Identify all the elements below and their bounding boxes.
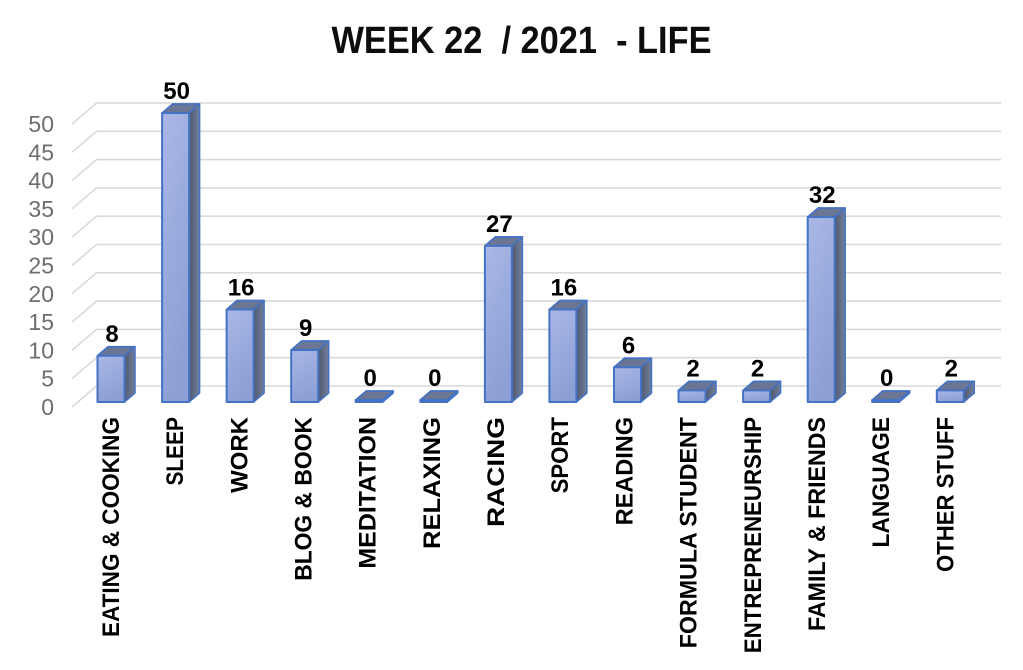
svg-text:6: 6 [622, 332, 635, 359]
svg-text:32: 32 [809, 182, 836, 209]
svg-text:45: 45 [28, 139, 54, 165]
svg-text:27: 27 [486, 211, 513, 238]
svg-text:16: 16 [551, 275, 578, 302]
svg-text:SLEEP: SLEEP [162, 417, 189, 486]
svg-text:30: 30 [28, 224, 54, 250]
svg-text:ENTREPRENEURSHIP: ENTREPRENEURSHIP [740, 417, 767, 653]
svg-text:50: 50 [163, 78, 190, 105]
svg-text:9: 9 [299, 315, 312, 342]
svg-text:FORMULA STUDENT: FORMULA STUDENT [676, 417, 703, 649]
svg-text:0: 0 [364, 365, 377, 392]
svg-text:10: 10 [28, 337, 54, 363]
svg-text:WEEK 22 / 2021 - LIFE: WEEK 22 / 2021 - LIFE [332, 20, 712, 62]
svg-text:35: 35 [28, 196, 54, 222]
svg-text:0: 0 [41, 394, 54, 420]
svg-text:2: 2 [751, 355, 764, 382]
svg-text:LANGUAGE: LANGUAGE [868, 417, 895, 548]
svg-text:50: 50 [28, 111, 54, 137]
svg-text:READING: READING [611, 417, 638, 525]
svg-text:40: 40 [28, 168, 54, 194]
svg-text:15: 15 [28, 309, 54, 335]
svg-text:EATING & COOKING: EATING & COOKING [98, 417, 125, 637]
svg-text:SPORT: SPORT [547, 417, 574, 494]
svg-text:25: 25 [28, 253, 54, 279]
svg-text:20: 20 [28, 281, 54, 307]
svg-text:BLOG & BOOK: BLOG & BOOK [291, 416, 318, 580]
svg-text:8: 8 [105, 321, 118, 348]
svg-text:MEDITATION: MEDITATION [355, 417, 382, 569]
svg-text:0: 0 [428, 365, 441, 392]
svg-text:WORK: WORK [226, 416, 253, 493]
svg-text:16: 16 [228, 275, 255, 302]
svg-text:FAMILY & FRIENDS: FAMILY & FRIENDS [804, 417, 831, 631]
svg-text:5: 5 [41, 366, 54, 392]
svg-text:2: 2 [945, 355, 958, 382]
svg-text:OTHER STUFF: OTHER STUFF [932, 417, 959, 572]
svg-text:RACING: RACING [483, 417, 510, 527]
svg-text:0: 0 [880, 365, 893, 392]
svg-text:2: 2 [686, 355, 699, 382]
svg-text:RELAXING: RELAXING [419, 417, 446, 549]
